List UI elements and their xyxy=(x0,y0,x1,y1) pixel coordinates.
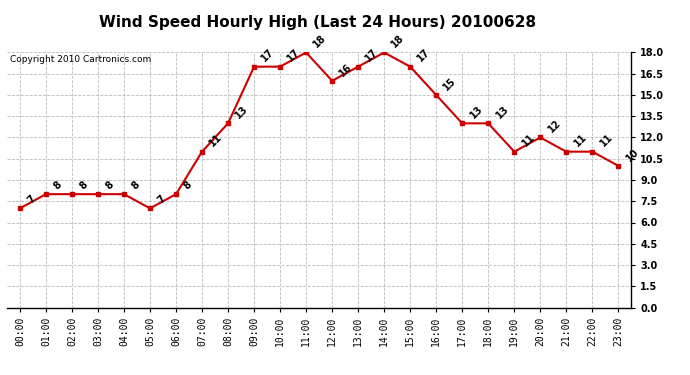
Text: 18: 18 xyxy=(390,33,406,50)
Text: Wind Speed Hourly High (Last 24 Hours) 20100628: Wind Speed Hourly High (Last 24 Hours) 2… xyxy=(99,15,536,30)
Text: 11: 11 xyxy=(572,132,589,149)
Text: 13: 13 xyxy=(494,104,511,120)
Text: 8: 8 xyxy=(130,180,141,191)
Text: 16: 16 xyxy=(337,62,354,78)
Text: 8: 8 xyxy=(77,180,90,191)
Text: 12: 12 xyxy=(546,118,562,135)
Text: 17: 17 xyxy=(364,47,380,64)
Text: 10: 10 xyxy=(624,147,640,163)
Text: 11: 11 xyxy=(520,132,536,149)
Text: 15: 15 xyxy=(442,76,458,92)
Text: 13: 13 xyxy=(234,104,250,120)
Text: 8: 8 xyxy=(104,180,115,191)
Text: 7: 7 xyxy=(155,194,168,206)
Text: 18: 18 xyxy=(312,33,328,50)
Text: 8: 8 xyxy=(181,180,193,191)
Text: 8: 8 xyxy=(52,180,63,191)
Text: 11: 11 xyxy=(208,132,224,149)
Text: 11: 11 xyxy=(598,132,615,149)
Text: 17: 17 xyxy=(286,47,302,64)
Text: Copyright 2010 Cartronics.com: Copyright 2010 Cartronics.com xyxy=(10,55,151,64)
Text: 7: 7 xyxy=(26,194,37,206)
Text: 17: 17 xyxy=(259,47,276,64)
Text: 17: 17 xyxy=(416,47,433,64)
Text: 13: 13 xyxy=(468,104,484,120)
